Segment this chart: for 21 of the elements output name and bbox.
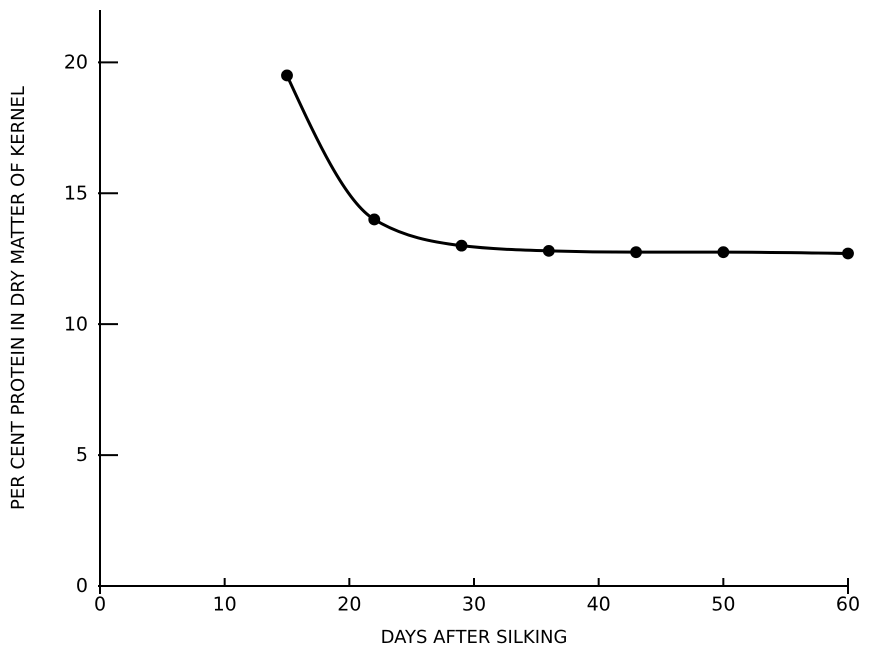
x-tick-label: 40 bbox=[586, 593, 611, 616]
point bbox=[456, 240, 468, 252]
x-tick-label: 0 bbox=[94, 593, 106, 616]
point bbox=[630, 246, 642, 258]
y-axis-title: PER CENT PROTEIN IN DRY MATTER OF KERNEL bbox=[8, 86, 29, 510]
x-tick-label: 60 bbox=[836, 593, 860, 616]
y-tick-label: 10 bbox=[64, 313, 88, 336]
x-tick-label: 20 bbox=[337, 593, 362, 616]
point bbox=[717, 246, 730, 258]
point bbox=[281, 70, 293, 82]
y-tick-label: 20 bbox=[64, 51, 88, 74]
y-tick-label: 15 bbox=[64, 182, 88, 204]
x-tick-label: 50 bbox=[711, 593, 736, 616]
x-tick-label: 10 bbox=[212, 593, 237, 616]
y-tick-label: 0 bbox=[76, 575, 88, 598]
x-tick-label: 30 bbox=[462, 593, 486, 616]
point bbox=[368, 214, 380, 226]
y-tick-label: 5 bbox=[76, 444, 88, 466]
x-axis-title: DAYS AFTER SILKING bbox=[380, 627, 568, 648]
point bbox=[542, 244, 555, 257]
point bbox=[842, 248, 854, 260]
